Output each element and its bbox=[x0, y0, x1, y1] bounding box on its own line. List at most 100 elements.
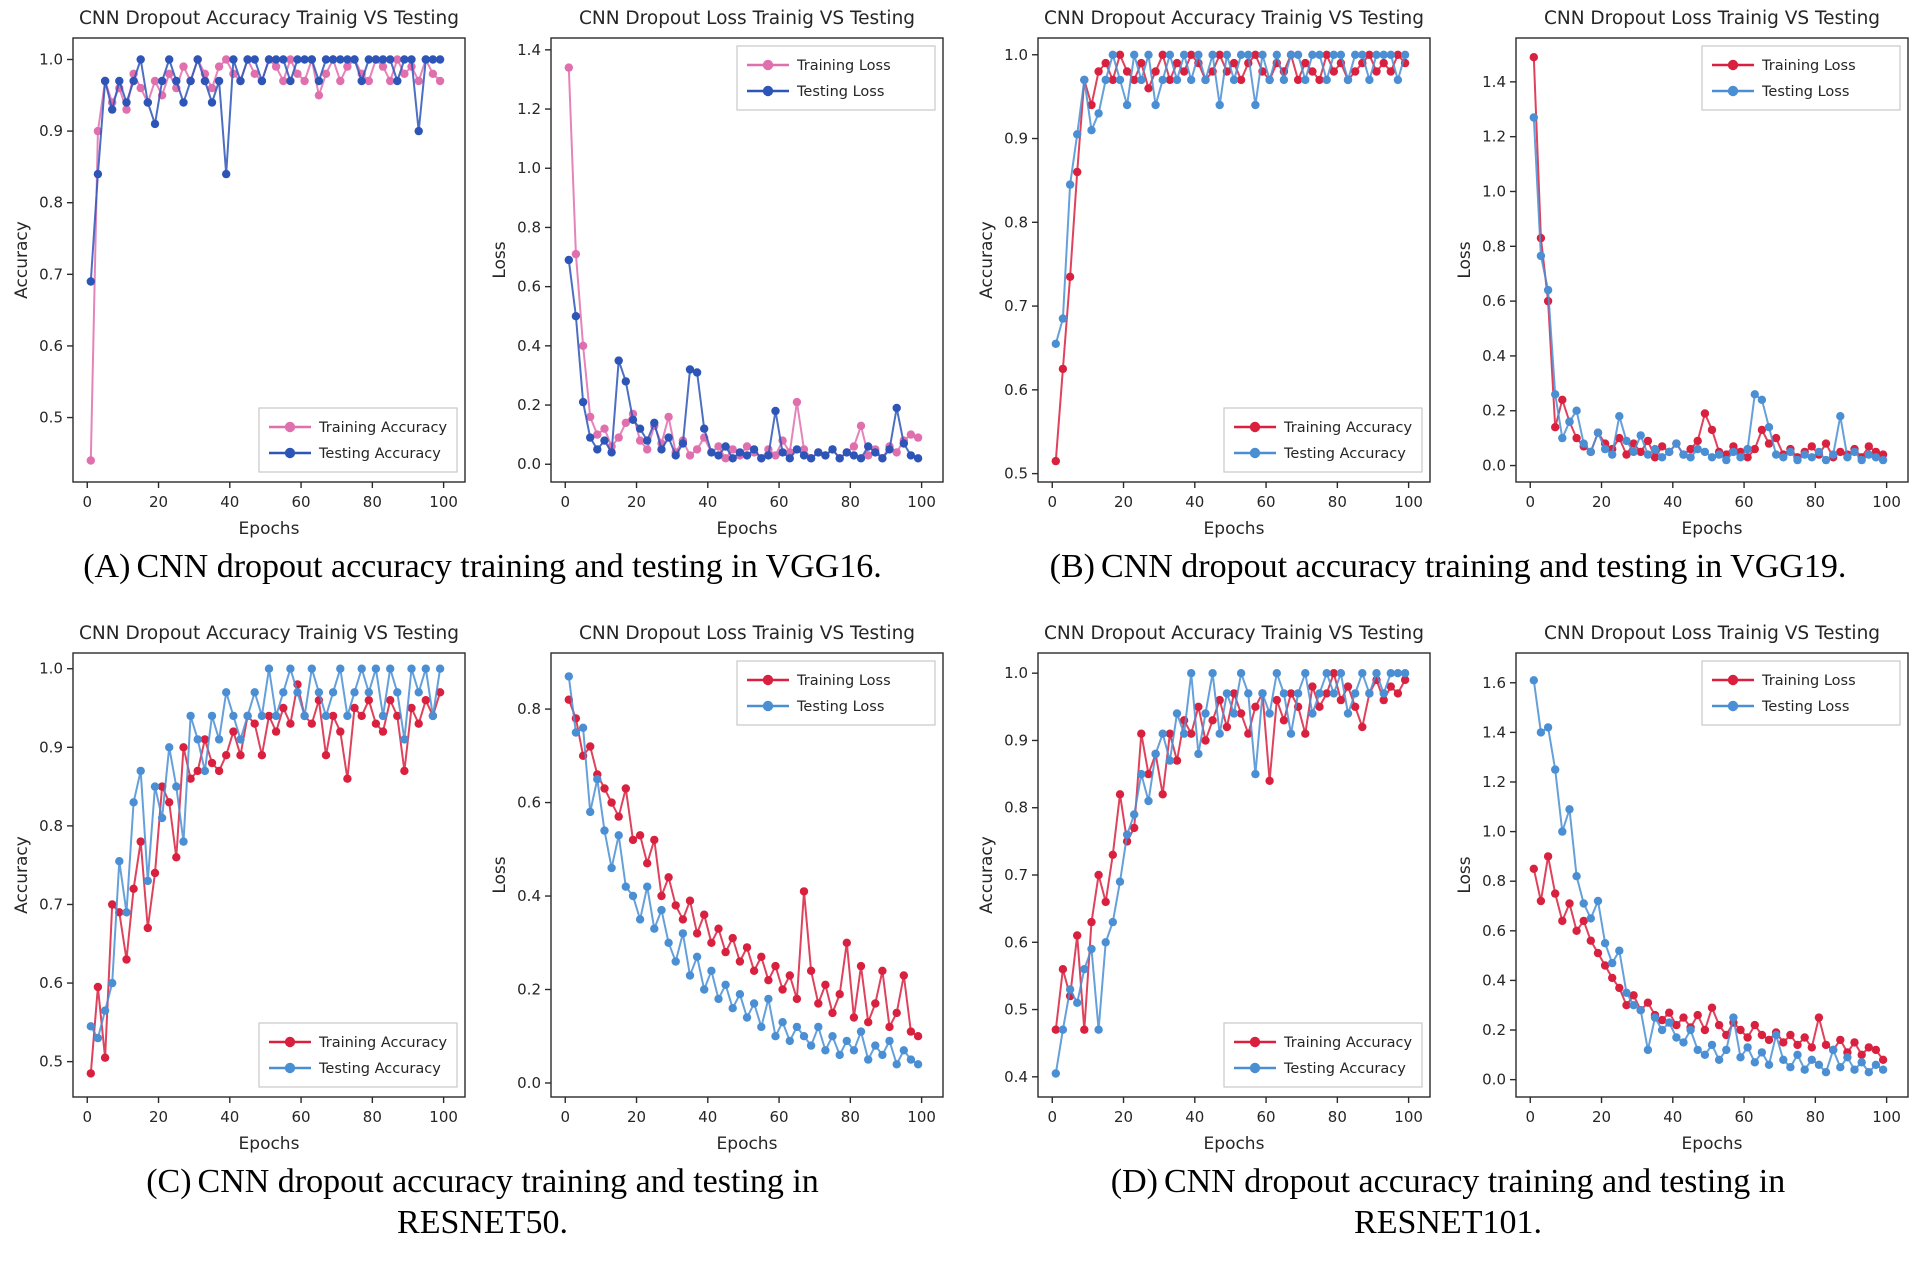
data-point bbox=[1351, 67, 1360, 76]
x-tick-label: 20 bbox=[1592, 1108, 1611, 1126]
data-point bbox=[1151, 100, 1160, 110]
y-tick-label: 0.5 bbox=[1004, 465, 1028, 483]
data-point bbox=[899, 971, 908, 980]
data-point bbox=[171, 782, 180, 791]
data-point bbox=[813, 1022, 822, 1032]
data-point bbox=[685, 896, 694, 905]
data-point bbox=[178, 98, 188, 107]
data-point bbox=[1108, 75, 1117, 85]
training-series bbox=[1529, 852, 1888, 1064]
x-tick-label: 80 bbox=[1328, 1108, 1347, 1126]
data-point bbox=[371, 55, 380, 64]
data-point bbox=[342, 774, 352, 783]
data-point bbox=[193, 735, 202, 744]
data-point bbox=[699, 424, 708, 433]
y-tick-label: 0.4 bbox=[517, 887, 541, 905]
data-point bbox=[1814, 1013, 1824, 1022]
data-point bbox=[1122, 67, 1132, 76]
data-point bbox=[892, 403, 901, 413]
data-point bbox=[93, 982, 102, 992]
x-tick-label: 40 bbox=[698, 493, 717, 511]
data-point bbox=[1115, 877, 1125, 886]
data-point bbox=[1144, 84, 1153, 93]
data-point bbox=[706, 448, 716, 457]
data-point bbox=[884, 1022, 894, 1032]
panel-A-charts: CNN Dropout Accuracy Trainig VS Testing 0… bbox=[9, 0, 957, 544]
data-point bbox=[1636, 447, 1645, 457]
x-axis-label: Epochs bbox=[716, 1134, 777, 1154]
data-point bbox=[899, 439, 908, 448]
training-series bbox=[564, 63, 922, 463]
series-line bbox=[567, 67, 918, 461]
data-point bbox=[86, 456, 95, 465]
data-point bbox=[1336, 50, 1346, 59]
chart-svg: CNN Dropout Loss Trainig VS Testing 0.0 0.… bbox=[1455, 623, 1909, 1154]
data-point bbox=[128, 798, 138, 807]
data-point bbox=[314, 91, 323, 100]
data-point bbox=[642, 859, 651, 868]
data-point bbox=[421, 696, 430, 705]
data-point bbox=[107, 900, 116, 909]
data-point bbox=[250, 719, 259, 728]
data-point bbox=[1130, 823, 1139, 833]
data-point bbox=[1800, 450, 1809, 459]
y-tick-label: 1.6 bbox=[1482, 674, 1506, 692]
data-point bbox=[1329, 67, 1338, 76]
chart-B-loss: CNN Dropout Loss Trainig VS Testing 0.0 0.… bbox=[1452, 2, 1922, 544]
data-point bbox=[1065, 180, 1075, 189]
data-point bbox=[663, 873, 673, 882]
plot-border bbox=[1037, 37, 1431, 483]
x-tick-label: 0 bbox=[1047, 493, 1057, 511]
legend-sample-marker bbox=[1727, 700, 1739, 712]
data-point bbox=[1771, 450, 1781, 459]
data-point bbox=[1379, 695, 1388, 705]
data-point bbox=[307, 719, 316, 728]
data-point bbox=[421, 664, 430, 673]
data-point bbox=[1579, 439, 1588, 448]
data-point bbox=[792, 445, 801, 454]
data-point bbox=[193, 55, 202, 64]
series-line bbox=[567, 699, 919, 1038]
data-point bbox=[100, 1006, 109, 1015]
data-point bbox=[1622, 988, 1631, 997]
data-point bbox=[763, 976, 773, 985]
data-point bbox=[842, 938, 851, 947]
y-tick-label: 0.6 bbox=[39, 337, 63, 355]
data-point bbox=[1201, 75, 1210, 85]
data-point bbox=[1572, 406, 1581, 415]
data-point bbox=[399, 55, 409, 64]
data-point bbox=[1279, 716, 1289, 725]
data-point bbox=[671, 451, 680, 460]
data-point bbox=[1657, 442, 1667, 451]
caption-text-line2: RESNET101. bbox=[1354, 1204, 1542, 1242]
data-point bbox=[1251, 702, 1260, 711]
data-point bbox=[1187, 50, 1196, 59]
data-point bbox=[1622, 436, 1631, 446]
plot-border bbox=[1515, 652, 1909, 1098]
data-point bbox=[1179, 50, 1189, 59]
x-tick-label: 80 bbox=[840, 1108, 859, 1126]
y-axis-label: Loss bbox=[490, 241, 510, 278]
data-point bbox=[1080, 75, 1089, 85]
legend-label: Testing Accuracy bbox=[318, 446, 441, 462]
panel-D: CNN Dropout Accuracy Trainig VS Testing 0… bbox=[965, 615, 1931, 1261]
legend: Training Loss Testing Loss bbox=[735, 660, 936, 726]
data-point bbox=[1172, 75, 1182, 85]
chart-svg: CNN Dropout Loss Trainig VS Testing 0.0 0.… bbox=[490, 8, 944, 539]
data-point bbox=[1829, 450, 1838, 459]
data-point bbox=[1386, 682, 1395, 691]
data-point bbox=[1108, 917, 1117, 927]
data-point bbox=[221, 169, 230, 179]
data-point bbox=[1643, 998, 1653, 1007]
x-axis-label: Epochs bbox=[716, 519, 777, 539]
data-point bbox=[614, 356, 623, 365]
data-point bbox=[578, 341, 587, 350]
data-point bbox=[1137, 729, 1146, 738]
data-point bbox=[1864, 1068, 1873, 1077]
data-point bbox=[1101, 58, 1110, 68]
series-line bbox=[1054, 51, 1407, 345]
data-point bbox=[1343, 682, 1353, 691]
legend-label: Testing Loss bbox=[1761, 699, 1849, 715]
data-point bbox=[770, 451, 780, 460]
data-point bbox=[1764, 1060, 1774, 1069]
